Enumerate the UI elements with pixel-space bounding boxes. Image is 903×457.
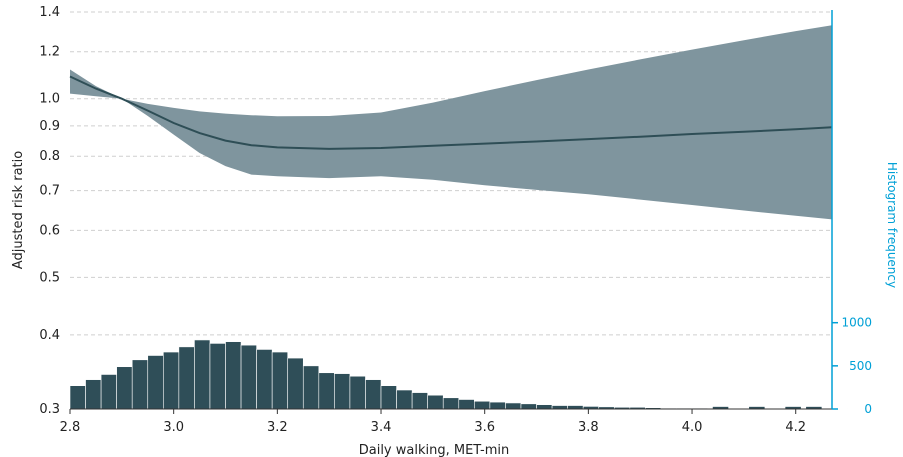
y-tick-label: 0.7 [39, 184, 60, 199]
y-tick-label: 1.0 [39, 92, 60, 107]
histogram-bar [194, 339, 211, 410]
y2-axis-title: Histogram frequency [885, 162, 899, 288]
histogram-bar [365, 379, 382, 410]
y-tick-label: 0.6 [39, 223, 60, 238]
histogram-bar [302, 365, 320, 410]
y-tick-label: 1.2 [39, 45, 60, 60]
y2-tick-label: 500 [849, 359, 872, 373]
histogram-bar [147, 355, 164, 410]
histogram-bar [536, 404, 553, 410]
histogram-bar [100, 374, 117, 410]
histogram-bar [474, 400, 491, 410]
y-tick-label: 0.9 [39, 119, 60, 134]
x-tick-label: 3.2 [267, 420, 288, 435]
x-tick-label: 2.8 [60, 420, 81, 435]
histogram-bar [551, 405, 568, 410]
y-axis-title: Adjusted risk ratio [11, 151, 26, 269]
histogram-bar [240, 344, 257, 410]
x-tick-label: 3.4 [371, 420, 392, 435]
histogram-bar [349, 375, 366, 410]
x-tick-label: 3.6 [474, 420, 495, 435]
histogram-bar [287, 357, 304, 410]
x-tick-label: 4.0 [682, 420, 703, 435]
x-ticks: 2.8 3.0 3.2 3.4 3.6 3.8 4.0 4.2 [60, 409, 806, 435]
y-ticks: 0.3 0.4 0.5 0.6 0.7 0.8 0.9 1.0 1.2 1.4 [39, 5, 60, 417]
histogram-bar [806, 406, 822, 409]
histogram-bar [520, 403, 537, 410]
histogram-bar [567, 405, 584, 410]
histogram-bar [505, 402, 522, 410]
histogram-bar [85, 379, 102, 410]
x-tick-label: 3.0 [163, 420, 184, 435]
y2-tick-label: 1000 [841, 316, 872, 330]
histogram-bar [209, 343, 226, 410]
histogram-bar [489, 401, 506, 410]
y-tick-label: 0.8 [39, 149, 60, 164]
y-tick-label: 0.4 [39, 328, 60, 343]
histogram-bar [318, 372, 335, 410]
histogram-bar [163, 351, 180, 410]
histogram-bar [427, 394, 444, 410]
y-tick-label: 0.5 [39, 270, 60, 285]
x-tick-label: 4.2 [785, 420, 806, 435]
y2-tick-label: 0 [864, 402, 872, 416]
y-tick-label: 0.3 [39, 402, 60, 417]
histogram-bar [458, 399, 475, 410]
histogram-bar [785, 406, 801, 409]
histogram-bar [712, 406, 729, 409]
histogram-bar [749, 406, 765, 409]
x-axis-title: Daily walking, MET-min [359, 443, 510, 457]
histogram-bar [256, 349, 273, 410]
risk-ratio-curve [69, 75, 833, 150]
y2-ticks: 0 500 1000 [832, 316, 872, 416]
histogram-bar [225, 341, 242, 410]
y-tick-label: 1.4 [39, 5, 60, 20]
histogram-bar [271, 351, 289, 410]
histogram-bar [442, 397, 460, 410]
histogram-bar [178, 346, 195, 410]
histogram-bar [131, 359, 149, 410]
x-tick-label: 3.8 [578, 420, 599, 435]
histogram-bars [69, 339, 848, 410]
histogram-bar [334, 373, 351, 410]
confidence-band [70, 25, 832, 220]
histogram-bar [69, 385, 86, 410]
histogram-bar [116, 366, 133, 410]
histogram-bar [380, 385, 397, 410]
histogram-bar [396, 389, 413, 410]
histogram-bar [411, 392, 428, 410]
